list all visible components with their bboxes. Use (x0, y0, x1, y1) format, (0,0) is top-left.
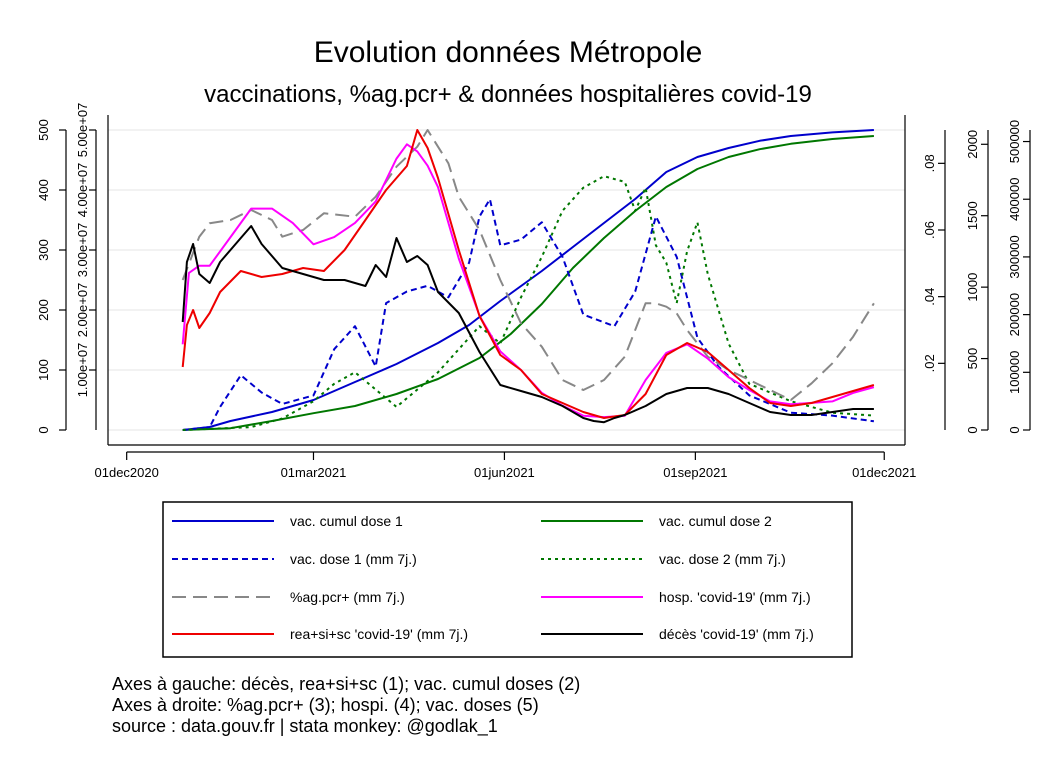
legend-label-1: vac. cumul dose 2 (659, 513, 772, 529)
tick-label-ax1: 400 (36, 179, 51, 201)
tick-label-ax1: 200 (36, 299, 51, 321)
tick-label-ax3: .02 (922, 354, 937, 372)
x-tick-label: 01mar2021 (281, 465, 347, 480)
tick-label-ax5: 500000 (1007, 120, 1022, 163)
legend-label-0: vac. cumul dose 1 (290, 513, 403, 529)
tick-label-ax1: 100 (36, 359, 51, 381)
tick-label-ax2: 1.00e+07 (75, 343, 90, 398)
series-line-0 (182, 129, 874, 431)
tick-label-ax5: 400000 (1007, 178, 1022, 221)
tick-label-ax3: .06 (922, 221, 937, 239)
tick-label-ax4: 2000 (965, 130, 980, 159)
tick-label-ax5: 200000 (1007, 293, 1022, 336)
legend-label-4: %ag.pcr+ (mm 7j.) (290, 589, 405, 605)
tick-label-ax5: 0 (1007, 426, 1022, 433)
series-line-4 (181, 129, 875, 401)
series-line-3 (182, 175, 874, 431)
legend-label-6: rea+si+sc 'covid-19' (mm 7j.) (290, 626, 468, 642)
tick-label-ax1: 500 (36, 119, 51, 141)
series-line-6 (181, 129, 875, 419)
note-right-axes: Axes à droite: %ag.pcr+ (3); hospi. (4);… (112, 695, 539, 715)
x-tick-label: 01dec2020 (95, 465, 159, 480)
series-lines (181, 129, 875, 431)
tick-label-ax1: 0 (36, 426, 51, 433)
tick-label-ax2: 3.00e+07 (75, 223, 90, 278)
legend: vac. cumul dose 1 vac. cumul dose 2 vac. d… (172, 513, 814, 642)
tick-label-ax4: 500 (965, 348, 980, 370)
chart-subtitle: vaccinations, %ag.pcr+ & données hospita… (204, 81, 812, 108)
x-tick-label: 01jun2021 (474, 465, 535, 480)
series-line-1 (182, 135, 874, 431)
tick-label-ax5: 300000 (1007, 235, 1022, 278)
note-source: source : data.gouv.fr | stata monkey: @g… (112, 716, 498, 737)
legend-label-7: décès 'covid-19' (mm 7j.) (659, 626, 814, 642)
gridlines (108, 129, 905, 431)
tick-label-ax3: .04 (922, 288, 937, 306)
note-left-axes: Axes à gauche: décès, rea+si+sc (1); vac… (112, 674, 580, 694)
axes: 01dec2020 01mar2021 01jun2021 01sep2021 01de… (36, 103, 1031, 480)
tick-label-ax2: 2.00e+07 (75, 283, 90, 338)
series-line-7 (181, 225, 874, 424)
tick-label-ax4: 1500 (965, 201, 980, 230)
tick-label-ax4: 1000 (965, 273, 980, 302)
x-tick-label: 01sep2021 (663, 465, 727, 480)
tick-label-ax5: 100000 (1007, 351, 1022, 394)
series-line-2 (182, 198, 875, 431)
legend-label-3: vac. dose 2 (mm 7j.) (659, 551, 786, 567)
tick-label-ax2: 5.00e+07 (75, 103, 90, 158)
tick-label-ax1: 300 (36, 239, 51, 261)
tick-label-ax3: .08 (922, 154, 937, 172)
x-tick-label: 01dec2021 (852, 465, 916, 480)
legend-box (162, 501, 853, 658)
tick-label-ax2: 4.00e+07 (75, 163, 90, 218)
tick-label-ax4: 0 (965, 426, 980, 433)
legend-label-2: vac. dose 1 (mm 7j.) (290, 551, 417, 567)
legend-label-5: hosp. 'covid-19' (mm 7j.) (659, 589, 811, 605)
chart-title: Evolution données Métropole (314, 36, 703, 69)
